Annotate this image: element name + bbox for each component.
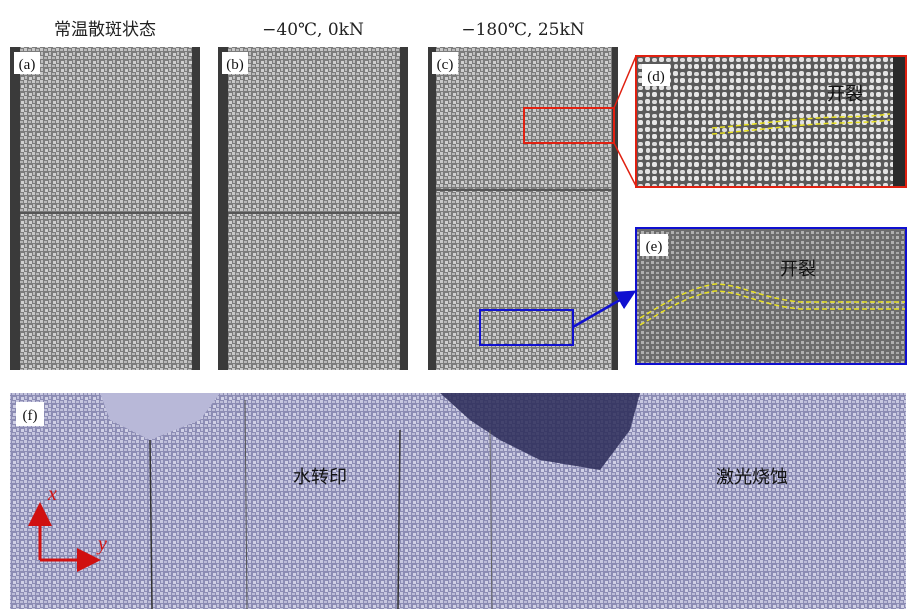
- header: −180℃, 25kN: [461, 20, 584, 40]
- panel-label: (a): [19, 57, 36, 73]
- panel-label: (c): [437, 57, 454, 73]
- axis-label: x: [47, 483, 57, 505]
- panel-c: (c): [428, 47, 618, 370]
- region-label: 激光烧蚀: [716, 467, 788, 488]
- figure: 常温散斑状态 −40℃, 0kN −180℃, 25kN (a) (b) (c)…: [0, 0, 910, 609]
- panel-label: (e): [646, 239, 663, 255]
- header: −40℃, 0kN: [262, 20, 364, 40]
- panel-d: (d) 开裂: [636, 56, 906, 187]
- panel-f: (f) 水转印 激光烧蚀 x y: [10, 393, 906, 609]
- panel-label: (d): [647, 69, 665, 85]
- panel-label: (b): [226, 57, 244, 73]
- region-label: 水转印: [293, 467, 347, 488]
- panel-a: (a): [10, 47, 200, 370]
- annotation: 开裂: [827, 84, 863, 105]
- panel-b: (b): [218, 47, 408, 370]
- header: 常温散斑状态: [54, 20, 156, 40]
- annotation: 开裂: [780, 259, 816, 280]
- panel-e: (e) 开裂: [636, 228, 906, 364]
- axis-label: y: [96, 533, 107, 555]
- panel-label: (f): [23, 408, 38, 424]
